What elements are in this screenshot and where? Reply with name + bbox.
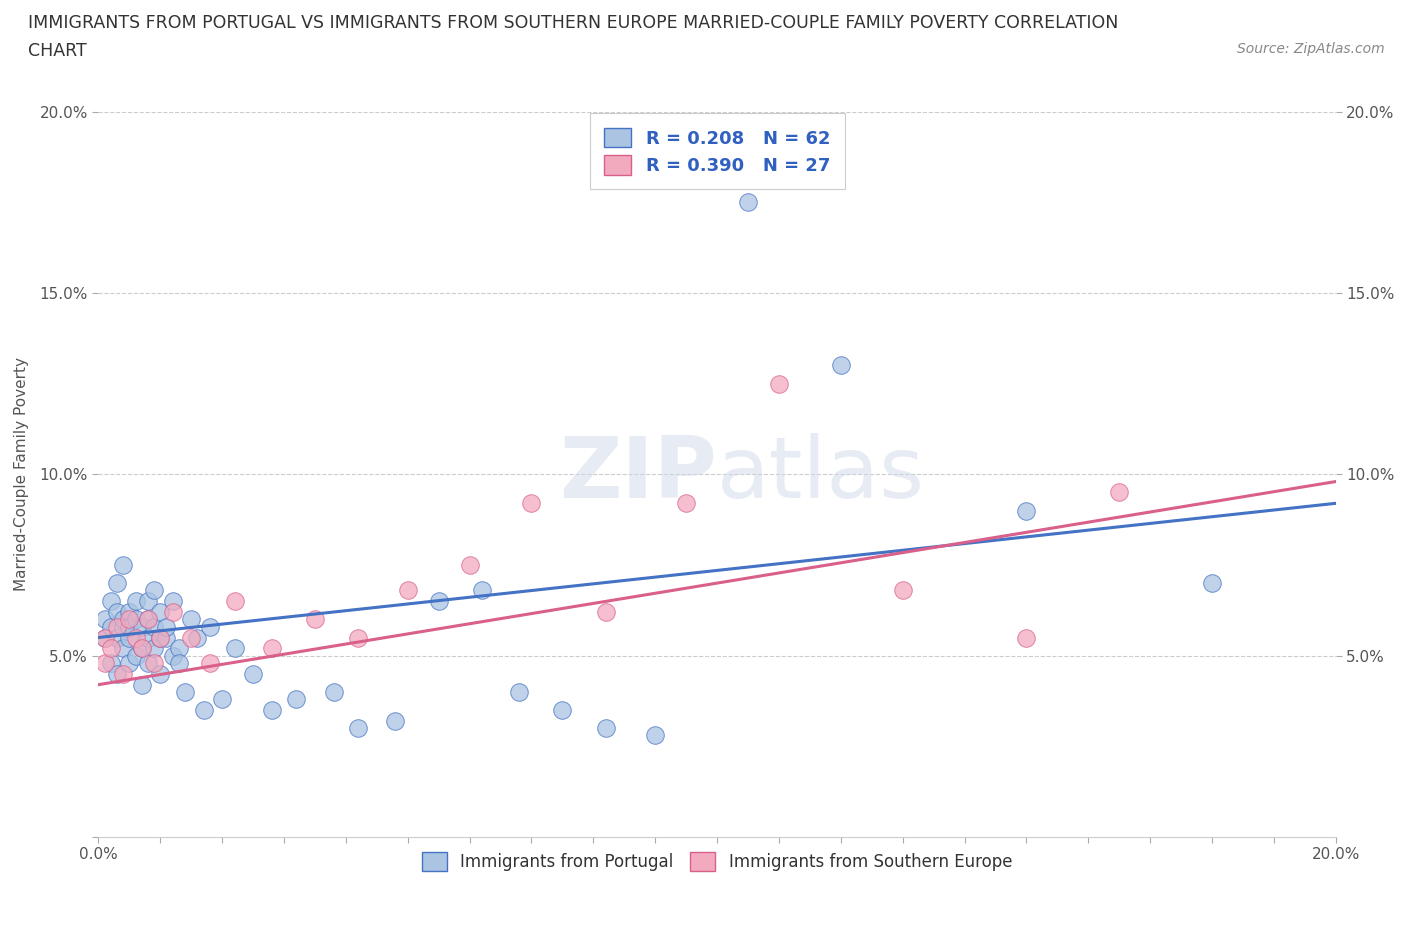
Point	[118, 656, 141, 671]
Point	[891, 583, 914, 598]
Text: CHART: CHART	[28, 42, 87, 60]
Y-axis label: Married-Couple Family Poverty: Married-Couple Family Poverty	[14, 357, 28, 591]
Point	[124, 594, 146, 609]
Point	[167, 641, 190, 656]
Point	[149, 631, 172, 645]
Point	[112, 667, 135, 682]
Point	[112, 612, 135, 627]
Point	[93, 631, 115, 645]
Point	[100, 656, 122, 671]
Point	[224, 594, 246, 609]
Point	[100, 619, 122, 634]
Point	[136, 656, 159, 671]
Point	[551, 703, 574, 718]
Point	[149, 667, 172, 682]
Point	[198, 656, 221, 671]
Point	[149, 631, 172, 645]
Point	[768, 377, 790, 392]
Point	[118, 604, 141, 619]
Point	[174, 684, 197, 699]
Point	[830, 358, 852, 373]
Point	[508, 684, 530, 699]
Point	[167, 656, 190, 671]
Point	[260, 703, 283, 718]
Point	[304, 612, 326, 627]
Point	[93, 656, 115, 671]
Text: Source: ZipAtlas.com: Source: ZipAtlas.com	[1237, 42, 1385, 56]
Point	[186, 631, 208, 645]
Point	[155, 619, 177, 634]
Point	[595, 604, 617, 619]
Point	[427, 594, 450, 609]
Point	[105, 631, 128, 645]
Text: IMMIGRANTS FROM PORTUGAL VS IMMIGRANTS FROM SOUTHERN EUROPE MARRIED-COUPLE FAMIL: IMMIGRANTS FROM PORTUGAL VS IMMIGRANTS F…	[28, 14, 1119, 32]
Point	[105, 604, 128, 619]
Point	[136, 594, 159, 609]
Point	[1015, 631, 1038, 645]
Point	[285, 692, 308, 707]
Point	[396, 583, 419, 598]
Point	[149, 604, 172, 619]
Legend: Immigrants from Portugal, Immigrants from Southern Europe: Immigrants from Portugal, Immigrants fro…	[413, 844, 1021, 880]
Point	[136, 631, 159, 645]
Point	[347, 631, 370, 645]
Point	[131, 641, 153, 656]
Point	[112, 641, 135, 656]
Point	[162, 604, 184, 619]
Point	[112, 619, 135, 634]
Point	[384, 713, 406, 728]
Point	[143, 656, 166, 671]
Point	[1108, 485, 1130, 500]
Point	[131, 677, 153, 692]
Point	[105, 576, 128, 591]
Point	[180, 631, 202, 645]
Point	[322, 684, 344, 699]
Text: atlas: atlas	[717, 432, 925, 516]
Point	[458, 558, 481, 573]
Point	[112, 558, 135, 573]
Point	[143, 641, 166, 656]
Point	[136, 612, 159, 627]
Point	[193, 703, 215, 718]
Point	[93, 612, 115, 627]
Point	[100, 594, 122, 609]
Point	[136, 612, 159, 627]
Point	[118, 612, 141, 627]
Point	[118, 619, 141, 634]
Point	[180, 612, 202, 627]
Point	[162, 648, 184, 663]
Point	[93, 631, 115, 645]
Point	[124, 648, 146, 663]
Point	[105, 619, 128, 634]
Point	[242, 667, 264, 682]
Point	[347, 721, 370, 736]
Point	[644, 728, 666, 743]
Point	[1015, 503, 1038, 518]
Point	[471, 583, 494, 598]
Point	[100, 641, 122, 656]
Point	[737, 195, 759, 210]
Point	[124, 631, 146, 645]
Point	[162, 594, 184, 609]
Point	[143, 619, 166, 634]
Point	[131, 619, 153, 634]
Point	[260, 641, 283, 656]
Point	[1201, 576, 1223, 591]
Point	[198, 619, 221, 634]
Point	[675, 496, 697, 511]
Point	[131, 641, 153, 656]
Point	[124, 612, 146, 627]
Point	[118, 631, 141, 645]
Point	[105, 667, 128, 682]
Text: ZIP: ZIP	[560, 432, 717, 516]
Point	[224, 641, 246, 656]
Point	[155, 631, 177, 645]
Point	[520, 496, 543, 511]
Point	[595, 721, 617, 736]
Point	[211, 692, 233, 707]
Point	[143, 583, 166, 598]
